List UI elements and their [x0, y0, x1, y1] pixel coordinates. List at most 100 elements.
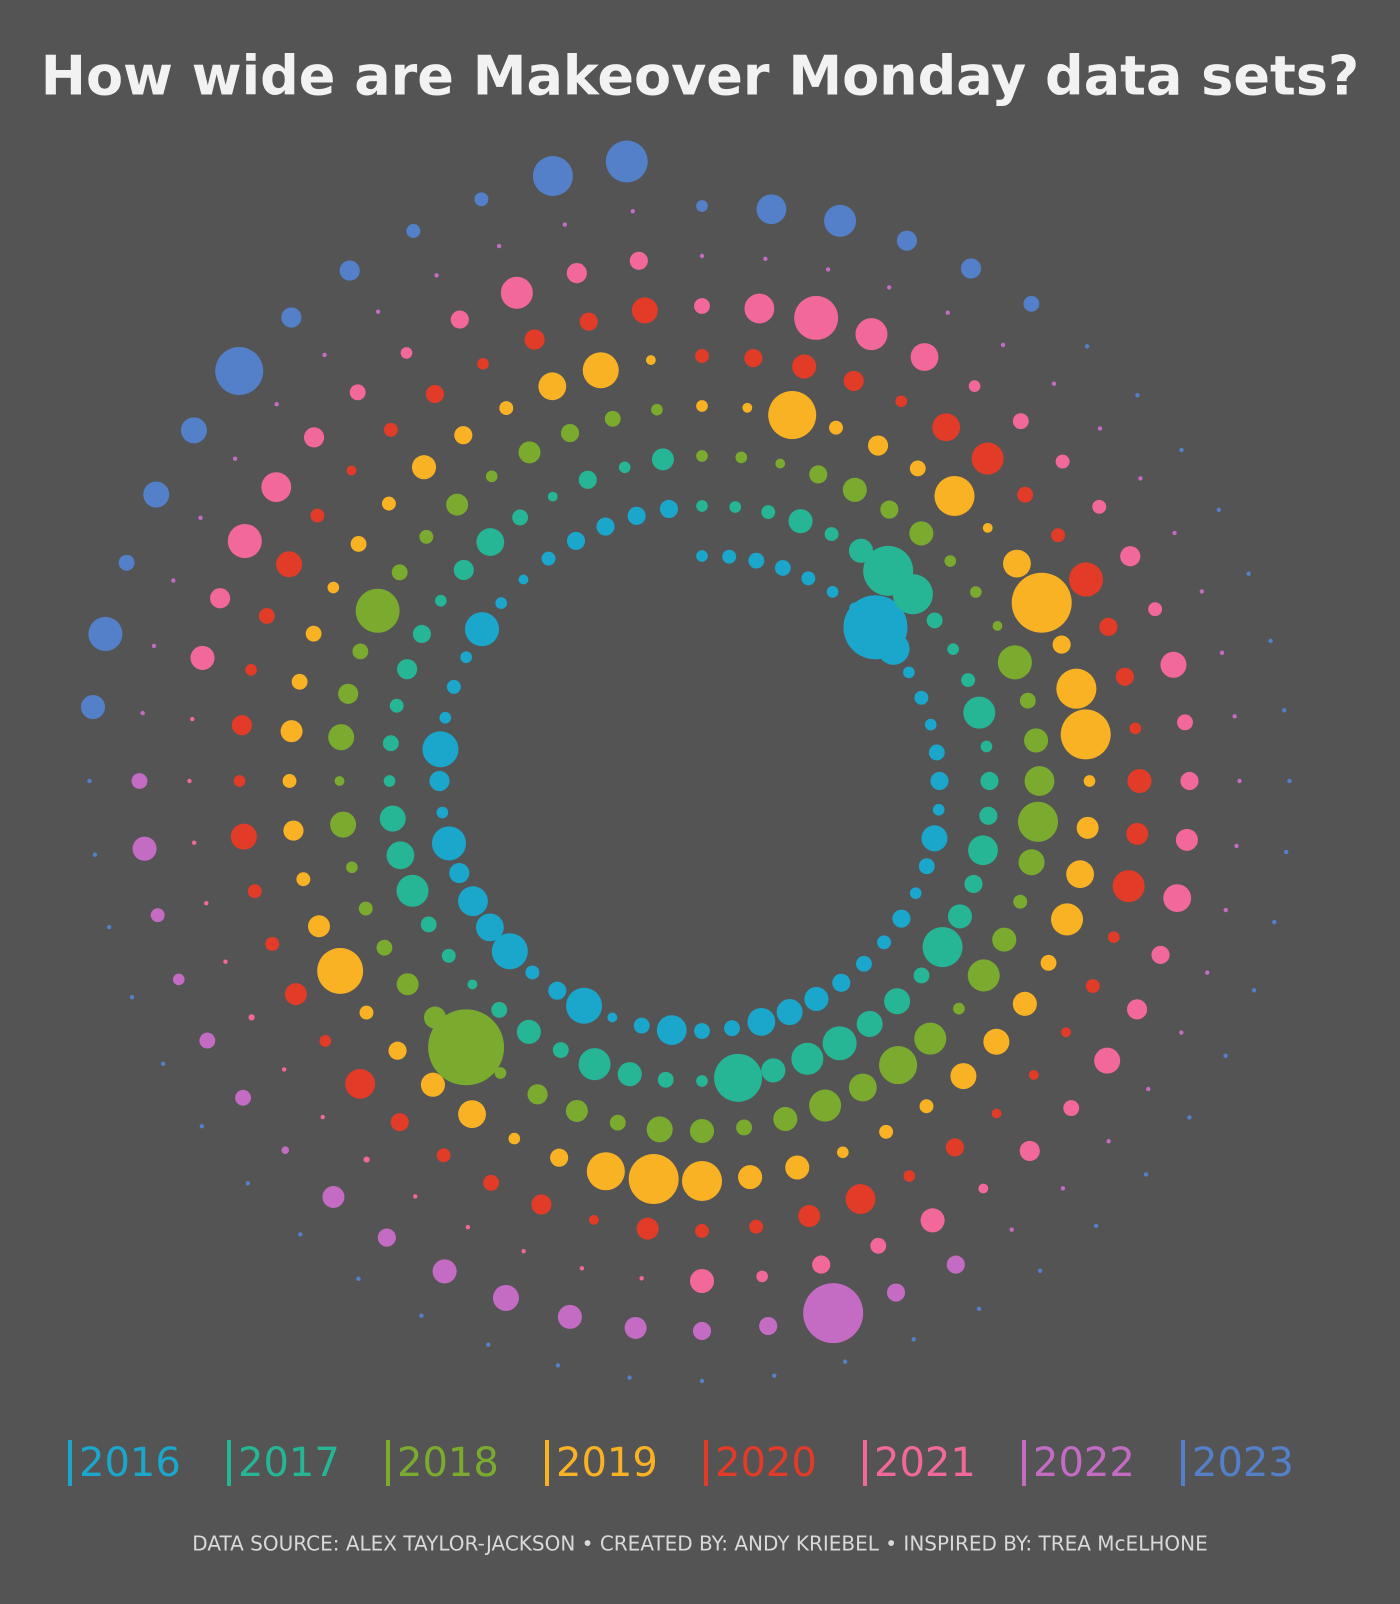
dot — [886, 285, 892, 290]
dot — [381, 496, 396, 511]
dot — [944, 555, 957, 567]
dot — [541, 551, 556, 566]
dot — [1019, 692, 1036, 709]
dot — [982, 522, 993, 533]
legend-swatch — [1181, 1440, 1185, 1486]
dot — [1107, 931, 1120, 943]
dot — [298, 1232, 303, 1237]
dot — [281, 1146, 290, 1154]
dot — [961, 673, 976, 688]
dot — [411, 455, 437, 480]
dot — [992, 927, 1017, 952]
dot — [926, 612, 943, 629]
dot — [151, 643, 157, 649]
dot — [892, 574, 933, 615]
dot — [968, 835, 998, 866]
dot — [483, 1174, 500, 1191]
dot — [346, 861, 358, 874]
dot — [920, 1208, 945, 1233]
dot — [1180, 771, 1199, 791]
dot — [434, 273, 439, 278]
dot — [1287, 778, 1292, 784]
dot — [976, 1306, 982, 1312]
dot — [692, 1321, 712, 1341]
dot — [518, 441, 541, 464]
dot — [450, 310, 469, 329]
dot — [825, 267, 831, 272]
dot — [877, 935, 892, 950]
legend-label: 2020 — [715, 1440, 817, 1486]
dot — [346, 465, 357, 476]
dot — [446, 493, 469, 516]
dot — [978, 1183, 989, 1194]
dot — [774, 559, 791, 576]
dot — [80, 695, 106, 720]
dot — [330, 811, 357, 838]
dot — [689, 1118, 715, 1144]
dot — [696, 550, 708, 562]
dot — [345, 1068, 376, 1099]
dot — [390, 1113, 409, 1132]
dot — [744, 349, 763, 368]
dot — [258, 608, 275, 624]
dot — [339, 260, 360, 281]
dot — [924, 718, 937, 731]
dot — [458, 1100, 486, 1129]
dot — [812, 1255, 831, 1274]
dot — [588, 1214, 599, 1225]
dot — [913, 967, 930, 984]
dot — [696, 400, 708, 412]
dot — [379, 805, 406, 832]
dot — [180, 417, 207, 444]
dot — [199, 1032, 216, 1049]
dot — [436, 1148, 451, 1163]
dot — [964, 874, 983, 894]
dot — [1024, 728, 1049, 753]
dot — [848, 1073, 877, 1102]
dot — [636, 1217, 659, 1240]
dot — [992, 621, 1003, 631]
dot — [867, 435, 889, 456]
dot — [210, 588, 231, 609]
dot — [562, 222, 568, 227]
dot — [714, 1053, 763, 1102]
dot — [388, 1041, 407, 1060]
dot — [453, 559, 474, 581]
legend-label: 2023 — [1192, 1440, 1294, 1486]
dot — [322, 352, 327, 358]
dot — [1052, 635, 1071, 654]
dot — [382, 735, 399, 752]
dot — [1129, 722, 1142, 735]
dot — [879, 1124, 894, 1139]
dot — [1056, 668, 1097, 709]
dot — [991, 1108, 1002, 1119]
dot — [1000, 342, 1006, 348]
dot — [1219, 650, 1225, 656]
dot — [1216, 507, 1221, 512]
dot — [1023, 295, 1040, 312]
dot — [485, 470, 498, 483]
dot — [233, 775, 246, 787]
dot — [486, 1342, 491, 1347]
dot — [555, 1363, 561, 1368]
dot — [376, 939, 393, 956]
dot — [836, 1146, 849, 1159]
dot — [499, 401, 514, 416]
dot — [895, 395, 908, 408]
dot — [892, 909, 911, 928]
dot — [578, 1048, 611, 1081]
dot — [945, 1138, 964, 1157]
dot — [947, 643, 959, 656]
dot — [605, 140, 648, 183]
dot — [524, 329, 545, 350]
dot — [1172, 530, 1177, 536]
dot — [842, 1359, 848, 1364]
dot — [460, 651, 472, 664]
dot — [1083, 775, 1096, 787]
dot — [1151, 945, 1170, 964]
dot — [627, 506, 646, 525]
dot — [877, 632, 910, 665]
dot — [932, 413, 961, 442]
dot — [1115, 667, 1134, 686]
